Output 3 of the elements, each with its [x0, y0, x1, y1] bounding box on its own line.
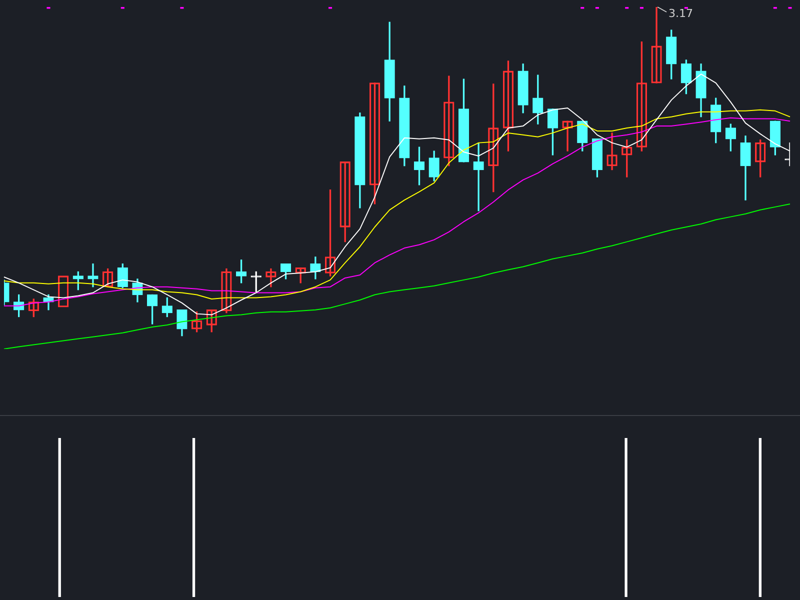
- candlestick: [88, 264, 98, 288]
- candlestick: [473, 142, 484, 212]
- annotation: 3.17: [668, 6, 694, 20]
